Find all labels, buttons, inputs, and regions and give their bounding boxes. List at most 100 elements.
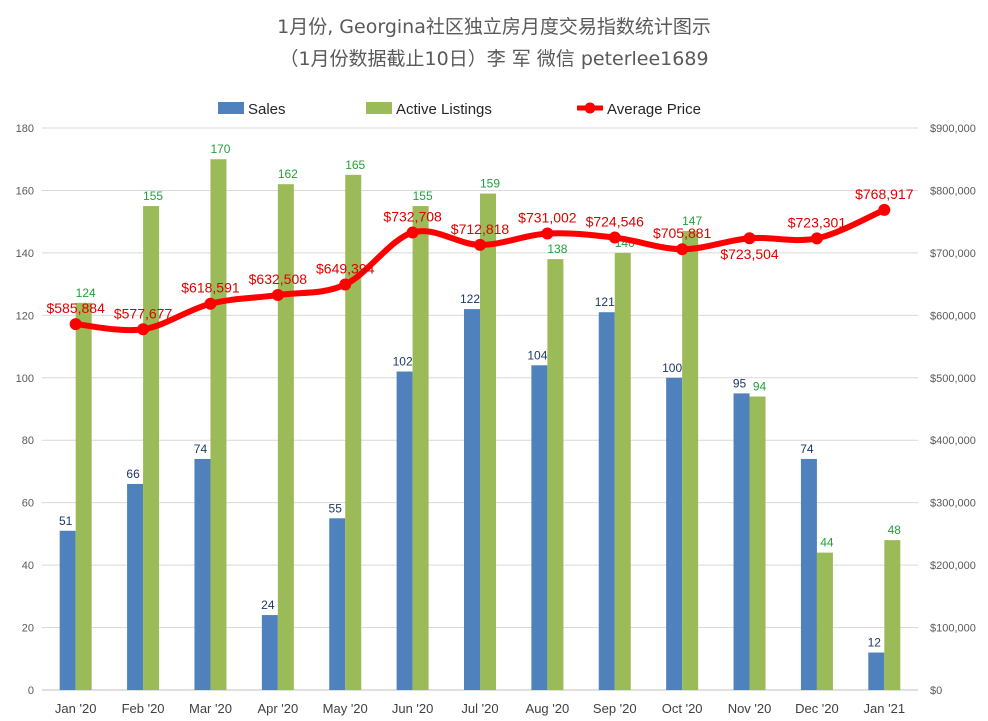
chart-title-line2: （1月份数据截止10日）李 军 微信 peterlee1689 bbox=[279, 48, 708, 70]
bar-sales bbox=[598, 312, 615, 690]
data-label-active-listings: 155 bbox=[143, 189, 163, 203]
legend-label-sales: Sales bbox=[248, 101, 286, 118]
left-axis-tick-label: 160 bbox=[16, 185, 34, 197]
left-axis-tick-label: 0 bbox=[28, 685, 34, 697]
bar-sales bbox=[329, 518, 346, 690]
right-axis-tick-label: $700,000 bbox=[930, 248, 976, 260]
data-label-active-listings: 155 bbox=[413, 189, 433, 203]
data-label-active-listings: 165 bbox=[345, 158, 365, 172]
data-label-sales: 100 bbox=[662, 361, 682, 375]
bar-active-listings bbox=[749, 396, 766, 690]
bar-active-listings bbox=[816, 552, 833, 690]
average-price-marker bbox=[541, 227, 554, 240]
x-axis-tick-label: Apr '20 bbox=[257, 701, 298, 716]
bar-active-listings bbox=[884, 540, 901, 690]
bar-active-listings bbox=[547, 259, 564, 690]
average-price-marker bbox=[406, 226, 419, 239]
bar-sales bbox=[464, 309, 480, 690]
x-axis-tick-label: Feb '20 bbox=[122, 701, 165, 716]
right-axis-tick-label: $600,000 bbox=[930, 310, 976, 322]
left-axis-tick-label: 60 bbox=[22, 498, 34, 510]
data-label-active-listings: 44 bbox=[820, 536, 834, 550]
bar-sales bbox=[261, 615, 278, 690]
average-price-marker bbox=[339, 278, 352, 291]
average-price-marker bbox=[608, 231, 621, 244]
average-price-marker bbox=[69, 318, 82, 331]
bar-sales bbox=[59, 530, 76, 690]
left-axis-tick-label: 20 bbox=[22, 623, 34, 635]
right-axis-tick-label: $800,000 bbox=[930, 185, 976, 197]
data-label-active-listings: 159 bbox=[480, 177, 500, 191]
average-price-marker bbox=[743, 232, 756, 245]
right-axis-tick-label: $200,000 bbox=[930, 560, 976, 572]
data-label-sales: 51 bbox=[59, 514, 73, 528]
data-label-average-price: $705,881 bbox=[653, 225, 712, 241]
right-axis-tick-label: $900,000 bbox=[930, 123, 976, 135]
average-price-marker bbox=[137, 323, 150, 336]
data-label-average-price: $723,504 bbox=[720, 246, 779, 262]
data-label-sales: 12 bbox=[868, 636, 882, 650]
average-price-marker bbox=[271, 289, 284, 302]
bar-active-listings bbox=[682, 231, 699, 691]
data-label-sales: 121 bbox=[595, 295, 615, 309]
legend-swatch-average-price-marker bbox=[584, 102, 596, 114]
chart-title-line1: 1月份, Georgina社区独立房月度交易指数统计图示 bbox=[277, 16, 711, 38]
legend-label-active-listings: Active Listings bbox=[396, 101, 492, 118]
data-label-sales: 55 bbox=[329, 501, 343, 515]
left-axis-tick-label: 180 bbox=[16, 123, 34, 135]
data-label-average-price: $723,301 bbox=[788, 214, 847, 230]
bar-sales bbox=[800, 458, 817, 690]
legend-swatch-active-listings bbox=[366, 102, 392, 114]
x-axis-ticks: Jan '20 Feb '20 Mar '20 Apr '20 May '20 Jun '… bbox=[55, 701, 905, 716]
right-axis-ticks: $0 $100,000 $200,000 $300,000 $400,000 $500,0… bbox=[930, 123, 976, 697]
data-label-sales: 102 bbox=[393, 355, 413, 369]
data-label-active-listings: 48 bbox=[888, 523, 902, 537]
data-label-active-listings: 170 bbox=[210, 142, 230, 156]
data-label-sales: 104 bbox=[527, 348, 547, 362]
left-axis-tick-label: 40 bbox=[22, 560, 34, 572]
bar-sales bbox=[733, 393, 750, 690]
x-axis-tick-label: Oct '20 bbox=[662, 701, 703, 716]
data-label-average-price: $618,591 bbox=[181, 280, 240, 296]
right-axis-tick-label: $500,000 bbox=[930, 373, 976, 385]
bar-active-listings bbox=[277, 184, 294, 690]
x-axis-tick-label: Jan '21 bbox=[864, 701, 906, 716]
left-axis-tick-label: 100 bbox=[16, 373, 34, 385]
bars bbox=[59, 159, 901, 691]
data-label-sales: 95 bbox=[733, 376, 747, 390]
data-label-average-price: $577,677 bbox=[114, 305, 173, 321]
left-axis-tick-label: 140 bbox=[16, 248, 34, 260]
bar-sales bbox=[868, 652, 885, 690]
bar-active-listings bbox=[345, 174, 362, 691]
x-axis-tick-label: Mar '20 bbox=[189, 701, 232, 716]
bar-active-listings bbox=[614, 252, 631, 690]
data-label-average-price: $585,884 bbox=[46, 300, 105, 316]
average-price-marker bbox=[810, 232, 823, 245]
average-price-series bbox=[69, 203, 891, 336]
average-price-labels: $585,884 $577,677 $618,591 $632,508 $649,394… bbox=[46, 186, 913, 321]
data-label-average-price: $732,708 bbox=[383, 208, 442, 224]
bar-sales bbox=[194, 458, 211, 690]
x-axis-tick-label: Dec '20 bbox=[795, 701, 839, 716]
bar-active-listings bbox=[412, 206, 429, 691]
data-label-average-price: $724,546 bbox=[586, 214, 645, 230]
legend: Sales Active Listings Average Price bbox=[218, 101, 701, 118]
bar-active-listings bbox=[143, 206, 160, 691]
x-axis-tick-label: Jul '20 bbox=[461, 701, 498, 716]
data-label-average-price: $768,917 bbox=[855, 186, 914, 202]
bar-active-listings bbox=[480, 193, 496, 691]
data-label-average-price: $712,818 bbox=[451, 221, 510, 237]
data-label-sales: 74 bbox=[800, 442, 814, 456]
data-label-average-price: $731,002 bbox=[518, 210, 577, 226]
legend-swatch-sales bbox=[218, 102, 244, 114]
data-label-average-price: $649,394 bbox=[316, 260, 375, 276]
x-axis-tick-label: Aug '20 bbox=[526, 701, 570, 716]
data-label-active-listings: 147 bbox=[682, 214, 702, 228]
x-axis-tick-label: May '20 bbox=[323, 701, 368, 716]
average-price-marker bbox=[878, 203, 891, 216]
right-axis-tick-label: $300,000 bbox=[930, 498, 976, 510]
bar-sales bbox=[531, 365, 548, 690]
data-label-sales: 122 bbox=[460, 292, 480, 306]
data-label-sales: 74 bbox=[194, 442, 208, 456]
